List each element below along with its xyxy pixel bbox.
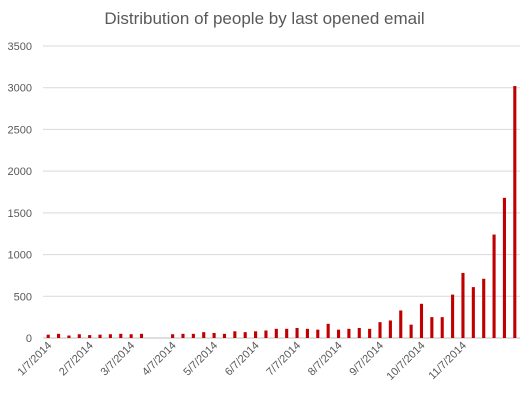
- bar: [46, 334, 50, 338]
- bar: [274, 328, 278, 338]
- bar: [419, 303, 424, 338]
- bar: [492, 234, 496, 338]
- bar: [56, 333, 61, 338]
- bar: [357, 327, 361, 338]
- bar: [67, 335, 71, 338]
- y-tick-label: 1000: [8, 250, 32, 262]
- bar: [378, 322, 382, 338]
- x-tick-label: 9/7/2014: [347, 340, 386, 379]
- bar: [181, 333, 185, 338]
- bar: [139, 333, 144, 338]
- chart-title: Distribution of people by last opened em…: [104, 9, 425, 28]
- bar: [212, 332, 216, 338]
- bar: [98, 334, 102, 338]
- bar: [243, 332, 247, 338]
- x-tick-label: 6/7/2014: [223, 340, 262, 379]
- x-tick-label: 11/7/2014: [427, 340, 470, 383]
- bar: [191, 333, 195, 338]
- y-tick-label: 3000: [8, 83, 32, 95]
- x-tick-label: 10/7/2014: [385, 340, 428, 383]
- x-tick-label: 4/7/2014: [140, 340, 179, 379]
- bar: [202, 332, 206, 338]
- bar: [254, 331, 258, 338]
- x-tick-label: 7/7/2014: [264, 340, 303, 379]
- y-tick-label: 2000: [8, 166, 32, 178]
- x-tick-label: 5/7/2014: [181, 340, 220, 379]
- bar: [129, 334, 133, 338]
- bar: [171, 334, 175, 338]
- bar: [119, 333, 123, 338]
- bar: [295, 327, 299, 338]
- x-tick-label: 3/7/2014: [98, 340, 137, 379]
- bar: [368, 328, 372, 338]
- bar: [77, 334, 81, 338]
- bar: [451, 294, 455, 338]
- bar: [88, 335, 92, 338]
- bar: [388, 320, 392, 338]
- y-tick-label: 1500: [8, 208, 32, 220]
- bar: [347, 328, 351, 338]
- bar: [471, 287, 475, 338]
- x-tick-label: 2/7/2014: [57, 340, 96, 379]
- bar: [430, 317, 434, 338]
- bar: [233, 331, 237, 338]
- bar: [326, 323, 330, 338]
- bar: [482, 278, 486, 338]
- bar: [409, 324, 413, 338]
- bar: [399, 310, 403, 338]
- y-tick-label: 0: [26, 333, 32, 345]
- bar: [305, 328, 309, 338]
- x-tick-label: 1/7/2014: [16, 340, 55, 379]
- y-tick-label: 3500: [8, 41, 32, 53]
- bar: [108, 334, 112, 338]
- bar: [440, 317, 444, 338]
- bar: [264, 330, 268, 338]
- bar: [336, 329, 341, 338]
- bar: [316, 329, 320, 338]
- bar: [285, 328, 289, 338]
- bar: [461, 272, 465, 338]
- bar: [502, 197, 507, 338]
- y-tick-label: 500: [14, 291, 32, 303]
- y-tick-label: 2500: [8, 124, 32, 136]
- bar: [222, 333, 227, 338]
- bar: [513, 86, 517, 338]
- x-tick-label: 8/7/2014: [306, 340, 345, 379]
